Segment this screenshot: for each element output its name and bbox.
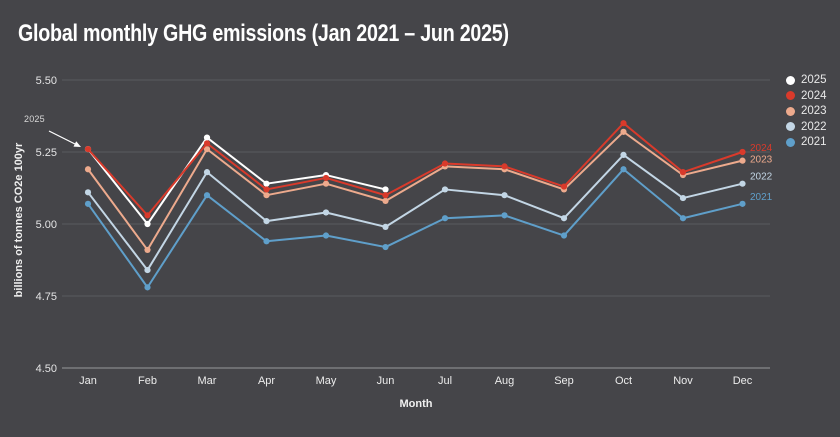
annotation-arrow-line xyxy=(48,130,76,145)
x-tick-label: Sep xyxy=(554,375,574,387)
legend: 2025 2024 2023 2022 2021 xyxy=(786,74,827,149)
legend-swatch-2025 xyxy=(786,75,795,85)
point-2024-Sep[interactable] xyxy=(560,183,568,190)
point-2021-Apr[interactable] xyxy=(263,238,270,245)
x-tick-label: Oct xyxy=(615,375,632,387)
series-line-2024 xyxy=(87,122,743,217)
point-2023-Dec[interactable] xyxy=(739,157,746,164)
legend-swatch-2021 xyxy=(786,137,795,147)
point-2024-Jan[interactable] xyxy=(84,146,92,153)
point-2022-Dec[interactable] xyxy=(739,180,746,187)
series-end-label-2024: 2024 xyxy=(750,143,773,154)
point-2021-Sep[interactable] xyxy=(560,232,568,239)
legend-item-2025[interactable]: 2025 xyxy=(786,74,827,87)
x-tick-label: Dec xyxy=(733,375,753,387)
point-2022-Oct[interactable] xyxy=(620,151,627,158)
x-tick-label: Nov xyxy=(673,375,693,387)
legend-item-2021[interactable]: 2021 xyxy=(786,136,827,149)
legend-label: 2023 xyxy=(801,105,827,118)
point-2021-Mar[interactable] xyxy=(203,192,211,199)
point-2021-Oct[interactable] xyxy=(620,166,627,173)
series-line-2025 xyxy=(87,136,386,225)
x-tick-label: Jul xyxy=(438,375,452,387)
point-2024-Feb[interactable] xyxy=(144,212,151,219)
point-2025-Mar[interactable] xyxy=(203,134,211,141)
legend-label: 2022 xyxy=(801,120,827,133)
legend-label: 2025 xyxy=(801,74,827,87)
point-2021-Aug[interactable] xyxy=(501,212,508,219)
point-2023-Feb[interactable] xyxy=(144,246,151,254)
point-2022-Jan[interactable] xyxy=(84,189,92,196)
point-2021-Jun[interactable] xyxy=(382,243,389,251)
point-2024-May[interactable] xyxy=(322,174,330,182)
point-2024-Jul[interactable] xyxy=(441,160,449,167)
point-2021-Feb[interactable] xyxy=(144,284,151,291)
series-end-label-2022: 2022 xyxy=(750,172,773,183)
series-end-label-2021: 2021 xyxy=(750,192,773,203)
point-2021-Jan[interactable] xyxy=(84,200,92,207)
point-2025-Jun[interactable] xyxy=(382,186,389,193)
point-2023-May[interactable] xyxy=(322,180,330,187)
point-2022-Mar[interactable] xyxy=(203,169,211,176)
x-tick-label: Jan xyxy=(79,375,97,387)
y-tick-label: 5.50 xyxy=(36,75,57,87)
point-2025-Apr[interactable] xyxy=(263,180,270,187)
point-2024-Nov[interactable] xyxy=(679,169,687,176)
x-tick-label: Mar xyxy=(198,375,217,387)
point-2024-Jun[interactable] xyxy=(382,192,389,199)
legend-item-2022[interactable]: 2022 xyxy=(786,121,827,134)
point-2024-Aug[interactable] xyxy=(501,163,508,170)
point-2025-Feb[interactable] xyxy=(144,220,151,228)
legend-label: 2021 xyxy=(801,136,827,149)
series-line-2023 xyxy=(87,130,743,251)
point-2023-Mar[interactable] xyxy=(203,146,211,153)
x-tick-label: Aug xyxy=(495,375,515,387)
x-tick-label: Apr xyxy=(258,375,275,387)
point-2023-Jun[interactable] xyxy=(382,197,389,205)
y-tick-label: 4.75 xyxy=(36,291,57,303)
point-2022-Apr[interactable] xyxy=(263,218,270,225)
point-2022-Nov[interactable] xyxy=(679,194,687,202)
point-2022-Feb[interactable] xyxy=(144,266,151,274)
point-2022-Jun[interactable] xyxy=(382,223,389,230)
point-2024-Mar[interactable] xyxy=(203,140,211,147)
point-2022-Sep[interactable] xyxy=(560,215,568,222)
point-2021-May[interactable] xyxy=(322,232,330,239)
x-axis-title: Month xyxy=(399,398,433,410)
annotation-2025-label: 2025 xyxy=(24,114,45,124)
chart-title: Global monthly GHG emissions (Jan 2021 –… xyxy=(18,20,509,47)
legend-swatch-2022 xyxy=(786,122,795,132)
point-2024-Apr[interactable] xyxy=(263,186,270,193)
x-tick-label: May xyxy=(316,375,337,387)
point-2021-Jul[interactable] xyxy=(441,215,449,222)
y-tick-label: 5.25 xyxy=(36,147,57,159)
x-tick-label: Jun xyxy=(377,375,395,387)
point-2023-Apr[interactable] xyxy=(263,192,270,199)
point-2022-Jul[interactable] xyxy=(441,186,449,193)
legend-swatch-2023 xyxy=(786,106,795,116)
annotation-arrow-head xyxy=(73,141,81,147)
point-2022-May[interactable] xyxy=(322,209,330,216)
legend-swatch-2024 xyxy=(786,91,795,101)
legend-item-2024[interactable]: 2024 xyxy=(786,90,827,103)
legend-label: 2024 xyxy=(801,89,827,102)
point-2021-Nov[interactable] xyxy=(679,215,687,222)
y-tick-label: 4.50 xyxy=(36,363,57,375)
legend-item-2023[interactable]: 2023 xyxy=(786,105,827,118)
y-tick-label: 5.00 xyxy=(36,219,57,231)
point-2021-Dec[interactable] xyxy=(739,200,746,207)
point-2024-Dec[interactable] xyxy=(739,148,746,156)
x-tick-label: Feb xyxy=(138,375,157,387)
point-2023-Oct[interactable] xyxy=(620,128,627,135)
series-line-2022 xyxy=(87,153,743,272)
point-2024-Oct[interactable] xyxy=(620,120,627,127)
series-line-2021 xyxy=(87,168,743,289)
series-end-label-2023: 2023 xyxy=(750,155,773,166)
point-2022-Aug[interactable] xyxy=(501,192,508,199)
point-2023-Jan[interactable] xyxy=(84,166,92,173)
